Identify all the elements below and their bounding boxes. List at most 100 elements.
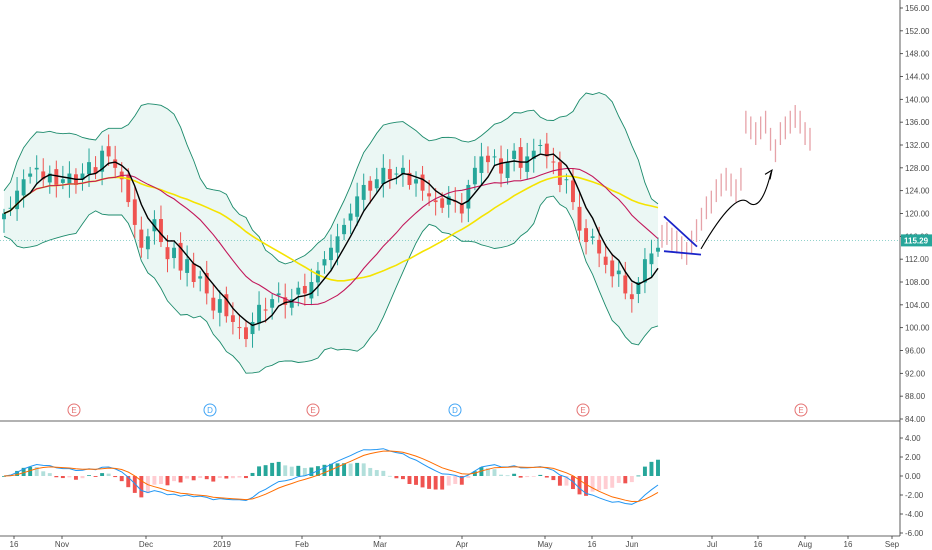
candle-body[interactable] xyxy=(145,236,150,250)
candle-body[interactable] xyxy=(636,282,641,294)
candle-body[interactable] xyxy=(335,236,340,253)
candle-body[interactable] xyxy=(257,304,262,324)
candle-body[interactable] xyxy=(34,167,39,170)
candle-body[interactable] xyxy=(597,239,602,254)
candle-body[interactable] xyxy=(479,156,484,173)
candle-body[interactable] xyxy=(440,198,445,208)
candle-body[interactable] xyxy=(551,161,556,163)
candle-body[interactable] xyxy=(492,156,497,158)
candle-body[interactable] xyxy=(2,213,6,220)
candle-body[interactable] xyxy=(28,173,33,177)
candle-body[interactable] xyxy=(224,294,229,317)
candle-body[interactable] xyxy=(355,196,360,217)
candle-body[interactable] xyxy=(459,203,464,214)
candle-body[interactable] xyxy=(322,259,327,266)
candle-body[interactable] xyxy=(302,285,307,294)
candle-body[interactable] xyxy=(250,321,255,335)
event-marker-e[interactable]: E xyxy=(576,403,590,417)
candle-body[interactable] xyxy=(642,259,647,283)
candle-body[interactable] xyxy=(100,150,105,172)
candle-body[interactable] xyxy=(230,315,235,322)
candle-body[interactable] xyxy=(564,179,569,181)
candle-body[interactable] xyxy=(126,175,131,203)
candle-body[interactable] xyxy=(283,297,288,305)
candle-body[interactable] xyxy=(649,253,654,265)
candle-body[interactable] xyxy=(420,174,425,191)
candle-body[interactable] xyxy=(237,327,242,329)
candle-body[interactable] xyxy=(54,169,59,185)
candle-body[interactable] xyxy=(67,173,72,185)
candle-body[interactable] xyxy=(538,145,543,146)
candle-body[interactable] xyxy=(289,299,294,308)
candle-body[interactable] xyxy=(165,247,170,260)
candle-body[interactable] xyxy=(544,143,549,157)
candle-body[interactable] xyxy=(557,162,562,185)
candle-body[interactable] xyxy=(571,180,575,203)
candle-body[interactable] xyxy=(505,162,510,178)
candle-body[interactable] xyxy=(603,256,608,265)
event-marker-e[interactable]: E xyxy=(794,403,808,417)
candle-body[interactable] xyxy=(433,200,438,203)
candle-body[interactable] xyxy=(616,270,621,275)
candle-body[interactable] xyxy=(584,228,589,243)
candle-body[interactable] xyxy=(577,206,582,231)
candle-body[interactable] xyxy=(87,162,91,175)
candle-body[interactable] xyxy=(217,299,222,313)
candle-body[interactable] xyxy=(610,260,615,277)
candles-group[interactable] xyxy=(2,132,660,348)
candle-body[interactable] xyxy=(139,229,144,248)
candle-body[interactable] xyxy=(41,171,46,180)
candle-body[interactable] xyxy=(8,207,13,209)
candle-body[interactable] xyxy=(342,224,347,235)
candle-body[interactable] xyxy=(178,242,183,271)
candle-body[interactable] xyxy=(414,179,418,184)
candle-body[interactable] xyxy=(244,327,248,340)
candle-body[interactable] xyxy=(329,247,333,261)
candle-body[interactable] xyxy=(499,158,504,174)
candle-body[interactable] xyxy=(309,282,314,299)
candle-body[interactable] xyxy=(158,218,163,243)
candle-body[interactable] xyxy=(407,172,412,185)
candle-body[interactable] xyxy=(531,150,536,160)
event-marker-d[interactable]: D xyxy=(448,403,462,417)
candle-body[interactable] xyxy=(172,247,177,259)
candle-body[interactable] xyxy=(296,287,301,295)
candle-body[interactable] xyxy=(263,309,268,311)
candle-body[interactable] xyxy=(185,259,190,273)
candle-body[interactable] xyxy=(387,169,392,180)
candle-body[interactable] xyxy=(113,159,118,168)
candle-body[interactable] xyxy=(400,167,405,174)
candle-body[interactable] xyxy=(276,293,281,296)
candle-body[interactable] xyxy=(21,179,26,196)
candle-body[interactable] xyxy=(315,270,320,283)
candle-body[interactable] xyxy=(485,155,490,163)
candle-body[interactable] xyxy=(427,193,432,197)
candle-body[interactable] xyxy=(656,247,660,252)
candle-body[interactable] xyxy=(191,263,196,282)
candle-body[interactable] xyxy=(394,173,399,175)
candle-body[interactable] xyxy=(60,179,65,183)
candle-body[interactable] xyxy=(80,173,85,180)
candle-body[interactable] xyxy=(132,199,137,225)
candle-body[interactable] xyxy=(518,147,523,168)
event-marker-e[interactable]: E xyxy=(67,403,81,417)
candle-body[interactable] xyxy=(106,146,111,157)
candle-body[interactable] xyxy=(348,213,353,221)
candle-body[interactable] xyxy=(381,167,386,185)
candle-body[interactable] xyxy=(466,184,471,209)
candle-body[interactable] xyxy=(374,179,379,189)
candle-body[interactable] xyxy=(204,272,209,294)
event-marker-e[interactable]: E xyxy=(306,403,320,417)
candle-body[interactable] xyxy=(15,190,20,210)
candle-body[interactable] xyxy=(368,180,373,191)
candle-body[interactable] xyxy=(47,173,52,183)
event-marker-d[interactable]: D xyxy=(203,403,217,417)
candle-body[interactable] xyxy=(525,156,530,172)
candle-body[interactable] xyxy=(512,150,517,160)
candle-body[interactable] xyxy=(270,299,275,308)
candle-body[interactable] xyxy=(361,184,366,200)
candle-body[interactable] xyxy=(198,276,203,279)
candle-body[interactable] xyxy=(93,167,98,174)
candle-body[interactable] xyxy=(623,275,628,294)
